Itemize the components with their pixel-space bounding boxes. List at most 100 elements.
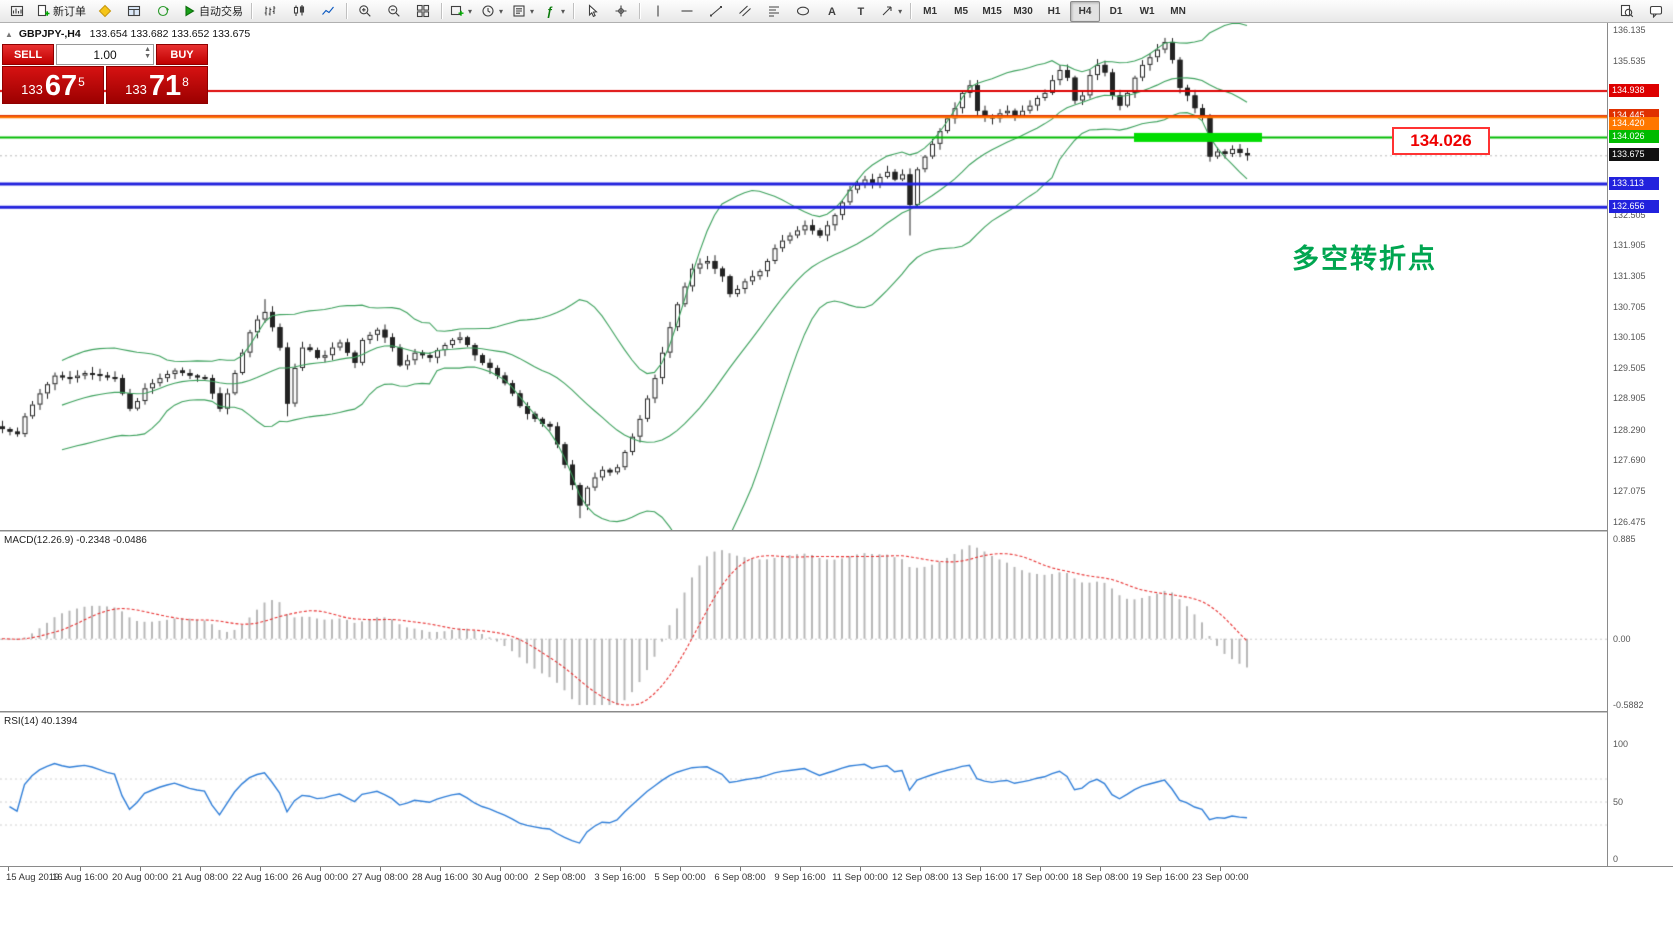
sell-price-pips: 67	[44, 70, 78, 103]
time-axis-label: 9 Sep 16:00	[774, 872, 826, 883]
time-axis-tick	[800, 867, 801, 871]
arrows-icon[interactable]: ▾	[876, 1, 906, 22]
time-axis-tick	[1220, 867, 1221, 871]
refresh-icon[interactable]	[149, 1, 177, 22]
timeframe-mn-button[interactable]: MN	[1170, 5, 1186, 17]
search-icon[interactable]	[1613, 1, 1641, 22]
new-order-button[interactable]: 新订单	[32, 1, 90, 22]
new-chart-icon[interactable]: ▾	[446, 1, 476, 22]
volume-stepper[interactable]: ▲ ▼	[144, 46, 151, 60]
time-axis-tick	[860, 867, 861, 871]
autotrading-button[interactable]: 自动交易	[178, 1, 247, 22]
timeframe-m30-button[interactable]: M30	[1013, 5, 1033, 17]
timeframe-m1-button[interactable]: M1	[923, 5, 938, 17]
crosshair-icon[interactable]	[607, 1, 635, 22]
ohlc-values: 133.654 133.682 133.652 133.675	[89, 28, 251, 40]
time-axis-tick	[680, 867, 681, 871]
time-axis-tick	[260, 867, 261, 871]
chevron-down-icon: ▾	[499, 6, 504, 16]
candlestick-chart-icon[interactable]	[285, 1, 313, 22]
channel-icon[interactable]	[731, 1, 759, 22]
line-chart-glyph	[321, 4, 335, 18]
toolbar-button-label: 自动交易	[199, 6, 243, 18]
hline-price-badge: 134.420	[1609, 117, 1659, 131]
buy-price-figure: 133	[125, 82, 147, 97]
time-axis-label: 21 Aug 08:00	[172, 872, 228, 883]
time-axis-label: 22 Aug 16:00	[232, 872, 288, 883]
one-click-trading-widget: SELL 1.00 ▲ ▼ BUY 133 67 5 133 71 8	[2, 44, 208, 104]
buy-price[interactable]: 133 71 8	[106, 66, 208, 104]
rsi-canvas[interactable]	[0, 714, 1607, 866]
vertical-line-icon[interactable]	[644, 1, 672, 22]
timeframe-h1-button[interactable]: H1	[1047, 5, 1061, 17]
timeframe-m5-button[interactable]: M5	[954, 5, 969, 17]
trendline-icon[interactable]	[702, 1, 730, 22]
candle-chart-glyph	[292, 4, 306, 18]
time-axis-tick	[200, 867, 201, 871]
time-axis[interactable]: 15 Aug 2019 16 Aug 16:00 20 Aug 00:00 21 Au…	[0, 866, 1673, 949]
shapes-icon[interactable]	[789, 1, 817, 22]
bar-chart-icon[interactable]	[256, 1, 284, 22]
macd-scale-max: 0.885	[1613, 534, 1636, 544]
timeframe-d1-button[interactable]: D1	[1109, 5, 1123, 17]
timeframe-m15-button[interactable]: M15	[982, 5, 1002, 17]
price-scale-label: 130.705	[1613, 301, 1646, 312]
svg-text:ƒ: ƒ	[546, 5, 553, 19]
volume-input[interactable]: 1.00 ▲ ▼	[56, 44, 154, 65]
time-axis-label: 11 Sep 00:00	[832, 872, 888, 883]
time-axis-label: 13 Sep 16:00	[952, 872, 1009, 883]
favorites-glyph	[98, 4, 112, 18]
profiles-glyph	[127, 4, 141, 18]
indicators-icon[interactable]: ƒ ▾	[539, 1, 569, 22]
bar-chart-glyph	[263, 4, 277, 18]
panel-separator[interactable]	[0, 711, 1673, 714]
toolbar-separator	[910, 3, 912, 19]
timeframe-h4-button[interactable]: H4	[1070, 0, 1101, 22]
tile-windows-icon[interactable]	[409, 1, 437, 22]
line-chart-icon[interactable]	[314, 1, 342, 22]
timeframe-w1-button[interactable]: W1	[1139, 5, 1155, 17]
zoom-in-glyph	[358, 4, 372, 18]
time-axis-label: 5 Sep 00:00	[654, 872, 706, 883]
buy-button[interactable]: BUY	[156, 44, 208, 65]
chart-header: ▲ GBPJPY-,H4 133.654 133.682 133.652 133…	[5, 28, 250, 40]
price-scale-label: 130.105	[1613, 332, 1646, 343]
chart-window-icon[interactable]	[3, 1, 31, 22]
horizontal-line-icon[interactable]	[673, 1, 701, 22]
svg-text:A: A	[828, 6, 836, 18]
profiles-icon[interactable]	[120, 1, 148, 22]
time-axis-label: 28 Aug 16:00	[412, 872, 468, 883]
time-axis-tick	[740, 867, 741, 871]
cursor-icon[interactable]	[578, 1, 606, 22]
periods-icon[interactable]: ▾	[477, 1, 507, 22]
time-axis-tick	[920, 867, 921, 871]
zoom-in-icon[interactable]	[351, 1, 379, 22]
hline-price-badge: 133.113	[1609, 176, 1659, 190]
macd-canvas[interactable]	[0, 533, 1607, 711]
fibonacci-icon[interactable]	[760, 1, 788, 22]
toolbar: 新订单 自动交易 ▾ ▾ ▾ ƒ ▾ A T ▾ M1 M5 M15 M30 H1 H4 D1 W1 MN	[0, 0, 1673, 23]
time-axis-label: 2 Sep 08:00	[534, 872, 586, 883]
zoom-out-icon[interactable]	[380, 1, 408, 22]
chat-icon[interactable]	[1642, 1, 1670, 22]
price-scale-label: 132.505	[1613, 209, 1646, 220]
favorites-icon[interactable]	[91, 1, 119, 22]
time-axis-label: 6 Sep 08:00	[714, 872, 766, 883]
price-scale[interactable]: 136.135135.535134.935134.335133.735133.1…	[1607, 23, 1673, 866]
time-axis-label: 3 Sep 16:00	[594, 872, 646, 883]
time-axis-label: 20 Aug 00:00	[112, 872, 168, 883]
sell-button[interactable]: SELL	[2, 44, 54, 65]
label-icon[interactable]: T	[847, 1, 875, 22]
time-axis-tick	[80, 867, 81, 871]
toolbar-separator	[251, 3, 252, 19]
sell-price[interactable]: 133 67 5	[2, 66, 104, 104]
time-axis-tick	[140, 867, 141, 871]
time-axis-label: 12 Sep 08:00	[892, 872, 949, 883]
panel-separator[interactable]	[0, 530, 1673, 533]
main-chart-canvas[interactable]	[0, 23, 1607, 530]
text-icon[interactable]: A	[818, 1, 846, 22]
price-scale-label: 135.535	[1613, 55, 1646, 66]
templates-icon[interactable]: ▾	[508, 1, 538, 22]
collapse-icon[interactable]: ▲	[5, 30, 13, 39]
